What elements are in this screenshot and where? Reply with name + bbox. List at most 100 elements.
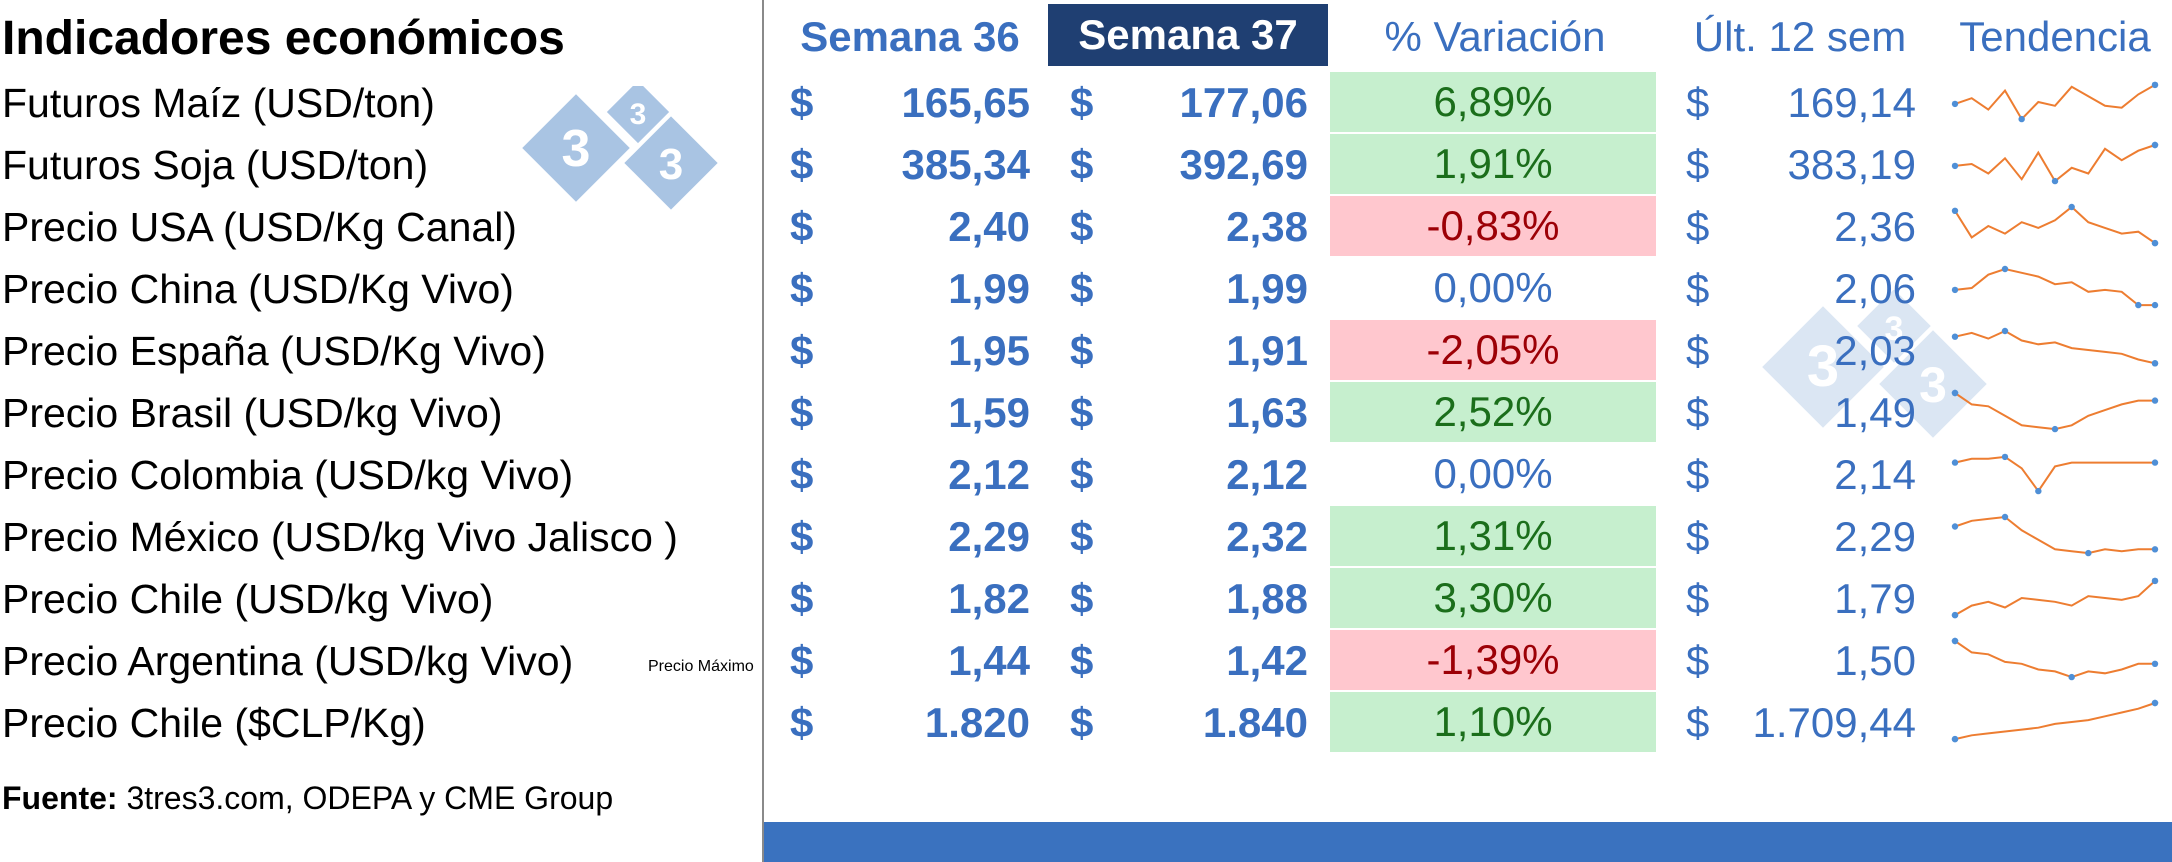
week36-value: 1,99 [948,265,1030,312]
currency-symbol: $ [1070,327,1094,374]
week37-value: 2,32 [1226,513,1308,560]
trend-sparkline [1951,577,2159,619]
week37-value: 1.840 [1202,699,1308,746]
sparkline-marker [2151,141,2159,149]
sparkline-marker [2151,397,2159,404]
week36-value: 1,95 [948,327,1030,374]
currency-symbol: $ [790,451,814,498]
last12-value: 1,79 [1834,575,1916,622]
sparkline-marker [2001,513,2009,521]
sparkline-marker [2151,239,2159,247]
sparkline-marker [1951,389,1959,397]
sparkline-path [1954,144,2156,183]
row-label: Precio Colombia (USD/kg Vivo) [2,452,574,498]
row-label: Precio Argentina (USD/kg Vivo) [2,638,574,684]
last12-value: 2,03 [1834,327,1916,374]
sparkline-marker [2151,660,2159,667]
logo-digit: 3 [659,140,683,189]
source-label: Fuente: [2,780,118,816]
footer-bar [764,822,2172,862]
sparkline-marker [1951,207,1959,214]
variation-cell: -0,83% [1330,196,1656,256]
week37-value: 2,38 [1226,203,1308,250]
sparkline-marker [2151,546,2159,553]
column-divider [762,0,764,862]
currency-symbol: $ [1686,203,1710,250]
sparkline-marker [2151,360,2159,367]
source-text: 3tres3.com, ODEPA y CME Group [117,780,614,816]
currency-symbol: $ [1686,451,1710,498]
currency-symbol: $ [1686,699,1710,746]
currency-symbol: $ [1686,265,1710,312]
currency-symbol: $ [1070,79,1094,126]
currency-symbol: $ [790,575,814,622]
trend-sparkline [1951,81,2159,123]
last12-value: 1.709,44 [1752,699,1917,746]
sparkline-path [1954,580,2156,616]
week37-value: 2,12 [1226,451,1308,498]
variation-cell: 3,30% [1330,568,1656,628]
currency-symbol: $ [790,141,814,188]
sparkline-path [1954,640,2155,679]
week36-value: 2,29 [948,513,1030,560]
trend-sparkline [1951,203,2159,247]
sparkline-marker [2051,425,2059,433]
currency-symbol: $ [1686,637,1710,684]
sparkline-path [1954,515,2155,555]
logo-digit: 3 [1807,334,1839,399]
week37-value: 1,42 [1226,637,1308,684]
sparkline-marker [2151,459,2159,466]
logo-3tres3-watermark-right: 3 3 3 [1762,290,1987,438]
currency-symbol: $ [1686,327,1710,374]
sparkline-marker [2151,301,2159,309]
currency-symbol: $ [790,203,814,250]
sparkline-path [1954,84,2156,121]
last12-value: 2,29 [1834,513,1916,560]
week37-value: 1,91 [1226,327,1308,374]
sparkline-marker [2051,177,2059,185]
sparkline-marker [1951,735,1959,743]
sparkline-marker [1951,333,1959,340]
currency-symbol: $ [1070,265,1094,312]
page-title: Indicadores económicos [2,12,565,65]
currency-symbol: $ [1070,451,1094,498]
sparkline-marker [2085,549,2092,557]
currency-symbol: $ [1070,513,1094,560]
week37-value: 1,63 [1226,389,1308,436]
sparkline-marker [2068,203,2075,211]
row-label: Precio China (USD/Kg Vivo) [2,266,514,312]
week36-value: 165,65 [901,79,1030,126]
variation-cell: 1,91% [1330,134,1656,194]
variation-cell: 0,00% [1433,264,1553,311]
trend-sparkline [1951,513,2159,557]
trend-sparkline [1951,327,2159,367]
header-variacion: % Variación [1384,13,1606,60]
trend-sparkline [1951,141,2159,185]
logo-digit: 3 [562,120,591,178]
row-label: Futuros Maíz (USD/ton) [2,80,435,126]
source-note: Fuente: 3tres3.com, ODEPA y CME Group [2,780,613,817]
row-label: Precio México (USD/kg Vivo Jalisco ) [2,514,678,560]
currency-symbol: $ [1070,203,1094,250]
week36-value: 2,12 [948,451,1030,498]
week36-value: 1,59 [948,389,1030,436]
currency-symbol: $ [790,79,814,126]
last12-value: 169,14 [1787,79,1916,126]
currency-symbol: $ [1070,575,1094,622]
sparkline-path [1954,392,2155,431]
header-semana-36: Semana 36 [800,13,1020,60]
logo-3tres3-watermark: 3 3 3 [522,86,718,210]
variation-cell: 6,89% [1330,72,1656,132]
sparkline-marker [2018,115,2025,123]
currency-symbol: $ [1070,389,1094,436]
variation-cell: 2,52% [1330,382,1656,442]
currency-symbol: $ [1070,699,1094,746]
last12-value: 2,06 [1834,265,1916,312]
sparkline-marker [1951,523,1959,530]
currency-symbol: $ [1686,141,1710,188]
variation-cell: -1,39% [1330,630,1656,690]
sparkline-path [1954,267,2155,307]
last12-value: 1,49 [1834,389,1916,436]
logo-digit: 3 [1885,310,1904,348]
row-label: Precio Chile (USD/kg Vivo) [2,576,494,622]
